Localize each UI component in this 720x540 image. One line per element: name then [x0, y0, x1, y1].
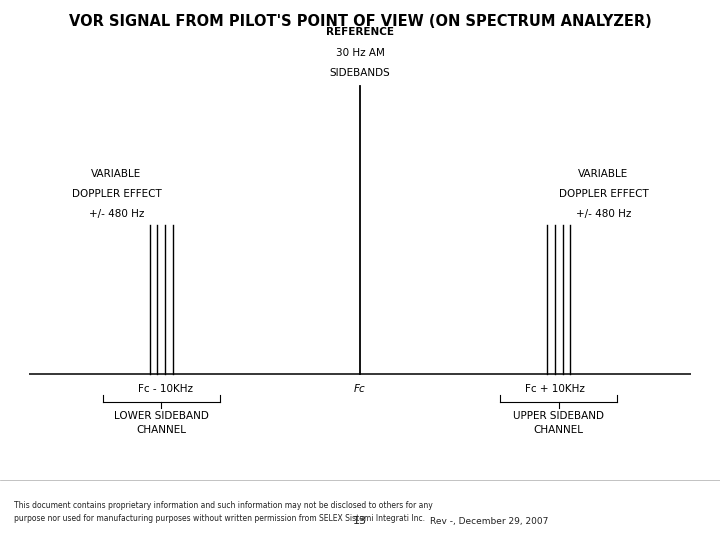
Text: REFERENCE: REFERENCE	[326, 28, 394, 37]
Text: VOR SIGNAL FROM PILOT'S POINT OF VIEW (ON SPECTRUM ANALYZER): VOR SIGNAL FROM PILOT'S POINT OF VIEW (O…	[68, 14, 652, 29]
Text: UPPER SIDEBAND: UPPER SIDEBAND	[513, 411, 604, 421]
Text: 13: 13	[353, 516, 367, 526]
Text: VARIABLE: VARIABLE	[578, 168, 629, 179]
Text: CHANNEL: CHANNEL	[136, 426, 186, 435]
Text: DOPPLER EFFECT: DOPPLER EFFECT	[559, 188, 649, 199]
Text: +/- 480 Hz: +/- 480 Hz	[576, 209, 631, 219]
Text: SIDEBANDS: SIDEBANDS	[330, 68, 390, 78]
Text: This document contains proprietary information and such information may not be d: This document contains proprietary infor…	[14, 501, 433, 523]
Text: CHANNEL: CHANNEL	[534, 426, 584, 435]
Text: Fc - 10KHz: Fc - 10KHz	[138, 384, 193, 395]
Text: LOWER SIDEBAND: LOWER SIDEBAND	[114, 411, 209, 421]
Text: Fc: Fc	[354, 384, 366, 395]
Text: VARIABLE: VARIABLE	[91, 168, 142, 179]
Text: Fc + 10KHz: Fc + 10KHz	[525, 384, 585, 395]
Text: +/- 480 Hz: +/- 480 Hz	[89, 209, 144, 219]
Text: DOPPLER EFFECT: DOPPLER EFFECT	[71, 188, 161, 199]
Text: Rev -, December 29, 2007: Rev -, December 29, 2007	[431, 517, 549, 526]
Text: 30 Hz AM: 30 Hz AM	[336, 48, 384, 58]
